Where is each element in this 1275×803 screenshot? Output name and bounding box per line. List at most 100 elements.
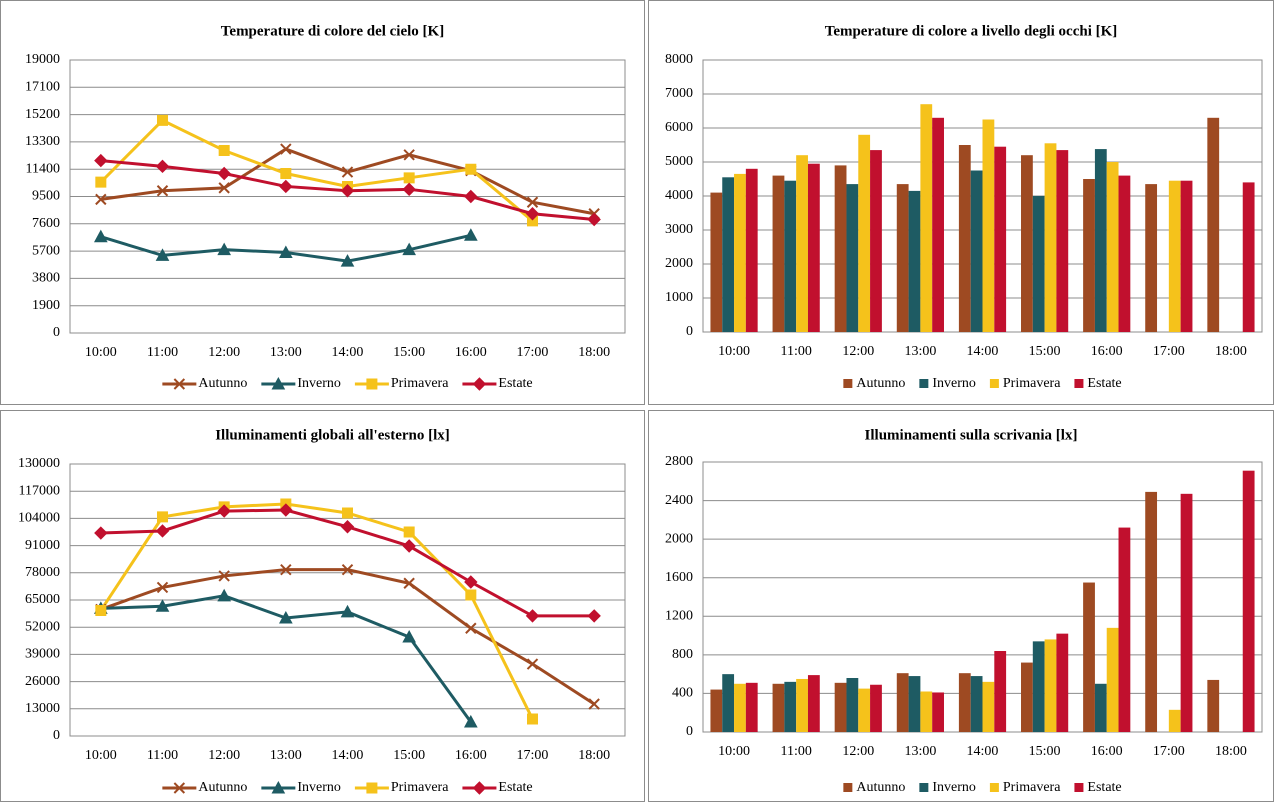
bar [722, 674, 735, 732]
bar [896, 673, 909, 732]
bar [734, 683, 746, 732]
y-tick-label: 39000 [25, 647, 60, 662]
bar [834, 682, 847, 732]
marker [156, 581, 169, 594]
marker [403, 172, 415, 184]
bar [858, 688, 871, 732]
legend-label: Autunno [198, 376, 247, 391]
chart-title: Illuminamenti globali all'esterno [lx] [215, 427, 450, 443]
bar [807, 675, 820, 732]
marker [155, 248, 170, 261]
y-tick-label: 65000 [25, 592, 60, 607]
marker [217, 588, 232, 602]
marker [155, 524, 170, 538]
line [99, 118, 534, 223]
y-tick-label: 13300 [25, 134, 60, 149]
marker [402, 242, 417, 256]
x-tick-label: 18:00 [1215, 344, 1247, 359]
y-tick-label: 19000 [25, 52, 60, 67]
bar [1106, 162, 1119, 332]
legend-label: Primavera [391, 376, 449, 391]
x-tick-label: 18:00 [578, 345, 610, 360]
bar [970, 676, 983, 732]
bar [1118, 527, 1131, 732]
legend: Autunno Inverno Primavera Estate [843, 780, 1122, 795]
y-tick-label: 15200 [25, 107, 60, 122]
marker [340, 520, 355, 534]
x-tick-label: 15:00 [1029, 344, 1061, 359]
bar [1118, 175, 1131, 332]
marker [95, 604, 107, 616]
y-tick-label: 1600 [665, 570, 693, 585]
y-tick-label: 2800 [665, 454, 693, 469]
legend-label: Inverno [932, 376, 976, 391]
marker [280, 143, 292, 155]
x-tick-label: 18:00 [1215, 744, 1247, 759]
y-tick-label: 2000 [665, 531, 693, 546]
marker [463, 228, 478, 241]
x-tick-label: 10:00 [85, 748, 117, 763]
x-tick-label: 11:00 [147, 345, 178, 360]
legend-marker [366, 378, 378, 390]
x-tick-label: 13:00 [904, 344, 936, 359]
legend-marker [271, 780, 286, 794]
x-tick-label: 16:00 [455, 748, 487, 763]
marker [217, 242, 232, 256]
y-tick-label: 3000 [665, 222, 693, 237]
marker [155, 159, 170, 174]
x-tick-label: 18:00 [578, 748, 610, 763]
y-tick-label: 1200 [665, 609, 693, 624]
y-tick-label: 91000 [25, 538, 60, 553]
bar [745, 168, 758, 332]
bar [994, 146, 1007, 332]
x-tick-label: 12:00 [208, 748, 240, 763]
y-tick-label: 104000 [18, 511, 60, 526]
x-tick-label: 15:00 [393, 345, 425, 360]
x-tick-label: 17:00 [517, 748, 549, 763]
bar [920, 104, 933, 332]
legend-swatch [919, 783, 929, 792]
bar [1242, 182, 1255, 332]
x-tick-label: 12:00 [842, 344, 874, 359]
bar [1242, 470, 1255, 732]
legend: Autunno Inverno Primavera Estate [162, 780, 533, 795]
bar [796, 155, 808, 332]
marker [157, 511, 168, 523]
marker [218, 182, 230, 194]
marker [587, 212, 601, 227]
bar [722, 177, 735, 332]
legend-swatch [843, 379, 853, 388]
legend-label: Estate [1087, 780, 1121, 795]
marker [279, 503, 293, 517]
bar [870, 150, 882, 332]
y-tick-label: 4000 [665, 188, 693, 203]
bar [834, 165, 847, 332]
bar [932, 692, 944, 732]
bar [772, 683, 785, 732]
legend-label: Inverno [932, 780, 976, 795]
y-tick-label: 1900 [32, 298, 60, 313]
bar [908, 676, 921, 732]
bar [1207, 117, 1220, 332]
bar [1056, 150, 1069, 332]
bar [1106, 627, 1119, 732]
bar [1032, 196, 1045, 332]
bar [982, 681, 995, 732]
x-tick-label: 15:00 [393, 748, 425, 763]
y-tick-label: 17100 [25, 80, 60, 95]
y-tick-label: 9500 [32, 189, 60, 204]
y-tick-label: 800 [672, 647, 693, 662]
y-tick-label: 7000 [665, 86, 693, 101]
marker [588, 698, 600, 710]
marker [280, 563, 292, 576]
x-tick-label: 11:00 [780, 344, 811, 359]
marker [157, 114, 168, 126]
y-tick-label: 78000 [25, 565, 60, 580]
y-tick-label: 5000 [665, 154, 693, 169]
bar [920, 691, 933, 732]
bar [870, 684, 882, 732]
legend: Autunno Inverno Primavera Estate [843, 376, 1122, 391]
marker [526, 196, 539, 208]
x-tick-label: 12:00 [842, 744, 874, 759]
